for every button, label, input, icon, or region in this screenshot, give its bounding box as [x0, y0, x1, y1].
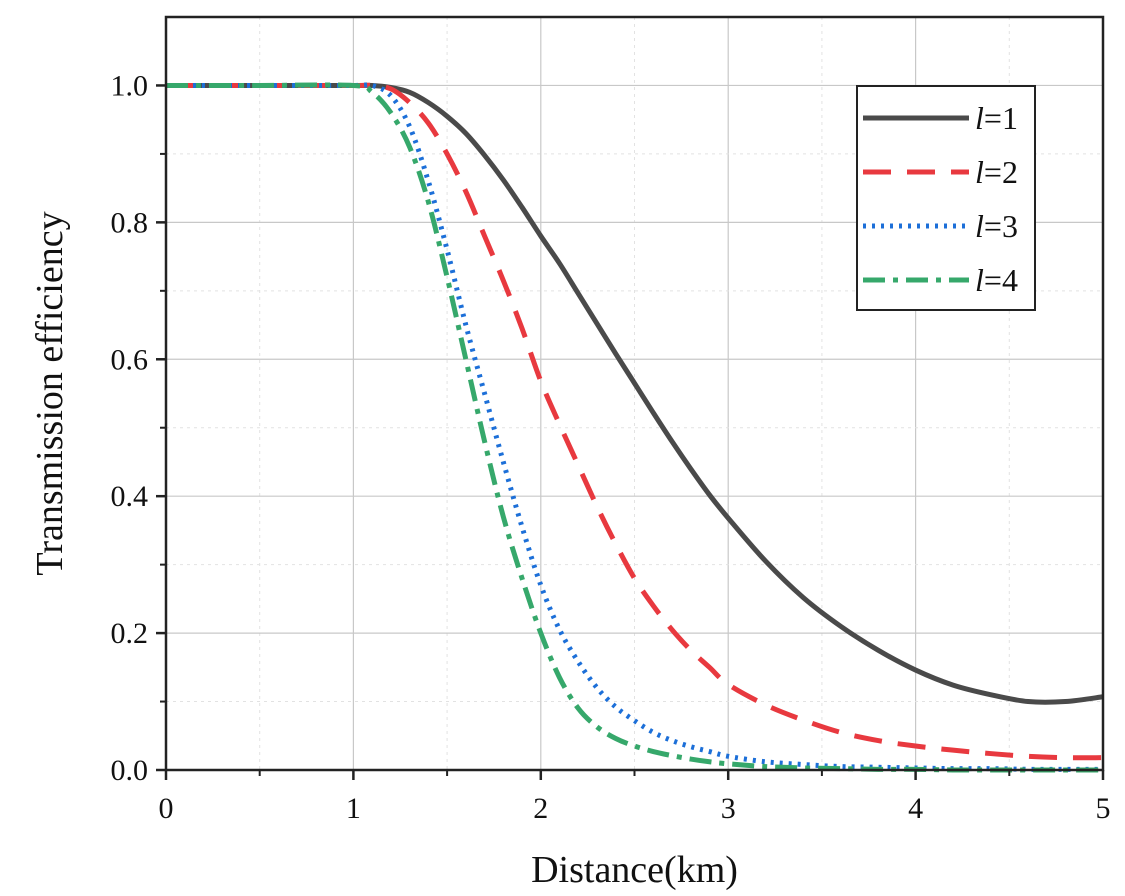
x-tick-label: 4	[908, 792, 923, 825]
x-tick-label: 3	[721, 792, 736, 825]
x-tick-label: 5	[1096, 792, 1111, 825]
legend-label: l=1	[975, 100, 1018, 136]
y-tick-label: 1.0	[111, 69, 149, 102]
y-tick-label: 0.4	[111, 480, 149, 513]
x-axis-title: Distance(km)	[531, 849, 738, 891]
legend-box	[856, 85, 1036, 311]
axis-ticks: 0 1 2 3 4 5 0.0 0.2 0.4 0.6 0.8 1.0	[111, 69, 1111, 825]
y-tick-label: 0.8	[111, 206, 149, 239]
legend-label: l=2	[975, 154, 1018, 190]
y-tick-label: 0.6	[111, 343, 149, 376]
y-tick-label: 0.0	[111, 754, 149, 787]
x-tick-label: 2	[533, 792, 548, 825]
legend: l=1 l=2 l=3 l=4	[856, 85, 1036, 311]
x-tick-label: 1	[346, 792, 361, 825]
x-tick-label: 0	[159, 792, 174, 825]
series-line-l-3	[166, 82, 1103, 772]
series-line-l-2	[166, 82, 1104, 761]
y-axis-title: Transmission efficiency	[29, 211, 71, 575]
legend-label: l=3	[975, 208, 1018, 244]
legend-label: l=4	[975, 262, 1018, 298]
series-line-l-1	[166, 82, 1104, 705]
y-tick-label: 0.2	[111, 617, 149, 650]
